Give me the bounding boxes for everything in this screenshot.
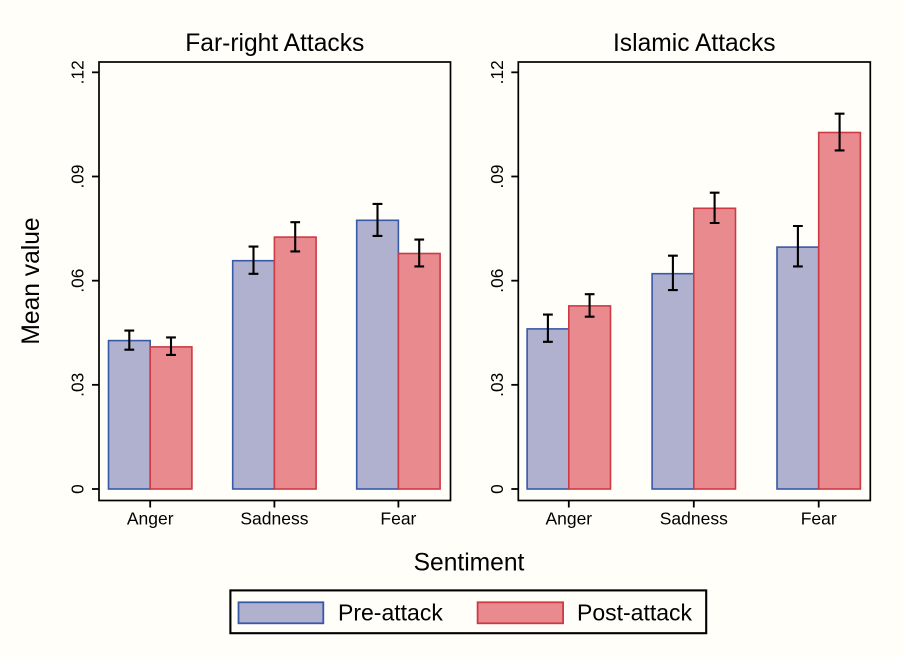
svg-text:Sadness: Sadness [240,509,308,529]
svg-text:.06: .06 [487,269,507,293]
svg-text:.12: .12 [487,60,507,84]
svg-text:Sadness: Sadness [660,509,728,529]
svg-text:Fear: Fear [801,509,837,529]
svg-text:.09: .09 [487,164,507,188]
svg-text:Mean value: Mean value [18,217,45,344]
svg-text:.09: .09 [68,164,88,188]
svg-text:0: 0 [487,484,507,494]
svg-text:0: 0 [68,484,88,494]
svg-text:Islamic Attacks: Islamic Attacks [613,30,776,57]
svg-text:.06: .06 [68,269,88,293]
svg-text:Anger: Anger [545,509,592,529]
svg-text:.03: .03 [68,373,88,397]
svg-text:.03: .03 [487,373,507,397]
svg-text:.12: .12 [68,60,88,84]
svg-text:Fear: Fear [380,509,416,529]
svg-text:Sentiment: Sentiment [414,549,525,576]
svg-text:Far-right Attacks: Far-right Attacks [185,30,364,57]
svg-text:Post-attack: Post-attack [577,600,693,626]
svg-text:Pre-attack: Pre-attack [338,600,443,626]
svg-text:Anger: Anger [127,509,174,529]
